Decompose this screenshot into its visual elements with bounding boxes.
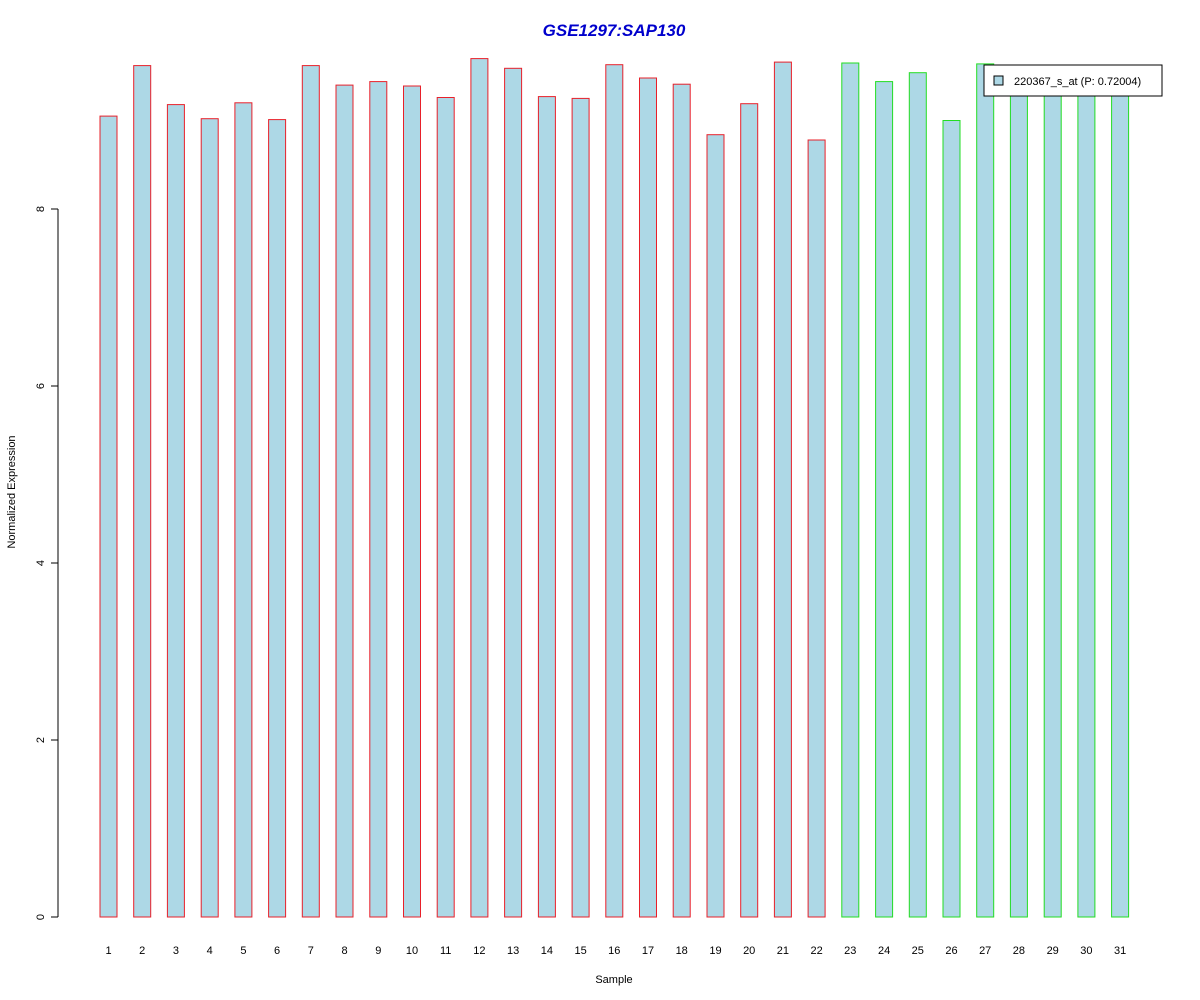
bar-sample-14 bbox=[537, 96, 556, 918]
x-tick-label: 20 bbox=[743, 945, 755, 957]
bar-sample-12 bbox=[470, 58, 489, 918]
x-tick-label: 2 bbox=[139, 945, 145, 957]
x-tick-label: 5 bbox=[240, 945, 246, 957]
bar-sample-29 bbox=[1043, 77, 1062, 918]
x-tick-label: 7 bbox=[308, 945, 314, 957]
x-tick-label: 13 bbox=[507, 945, 519, 957]
x-tick-label: 28 bbox=[1013, 945, 1025, 957]
bar-sample-3 bbox=[166, 104, 185, 918]
x-tick-label: 3 bbox=[173, 945, 179, 957]
bar-sample-6 bbox=[268, 119, 287, 918]
x-tick-label: 25 bbox=[912, 945, 924, 957]
legend-swatch bbox=[993, 75, 1004, 86]
bar-sample-19 bbox=[706, 134, 725, 918]
bar-sample-1 bbox=[99, 115, 118, 918]
bar-sample-26 bbox=[942, 120, 961, 918]
y-tick-label: 8 bbox=[35, 206, 47, 212]
x-tick-label: 8 bbox=[341, 945, 347, 957]
bars-group bbox=[99, 58, 1130, 918]
bar-sample-18 bbox=[672, 83, 691, 918]
bar-sample-30 bbox=[1077, 94, 1096, 918]
bar-sample-13 bbox=[504, 67, 523, 918]
x-tick-label: 24 bbox=[878, 945, 890, 957]
bar-sample-5 bbox=[234, 102, 253, 918]
x-tick-label: 22 bbox=[810, 945, 822, 957]
bar-sample-25 bbox=[908, 72, 927, 918]
x-tick-label: 10 bbox=[406, 945, 418, 957]
x-tick-label: 6 bbox=[274, 945, 280, 957]
x-tick-labels: 1 2 3 4 5 6 7 8 9 10 11 12 13 14 15 16 17 18 19 20 21 22 23 24 2… bbox=[105, 945, 1126, 957]
y-tick-label: 0 bbox=[35, 914, 47, 920]
x-tick-label: 12 bbox=[473, 945, 485, 957]
x-tick-label: 23 bbox=[844, 945, 856, 957]
x-tick-label: 19 bbox=[709, 945, 721, 957]
x-tick-label: 15 bbox=[574, 945, 586, 957]
bar-sample-22 bbox=[807, 139, 826, 918]
x-tick-label: 27 bbox=[979, 945, 991, 957]
bar-sample-8 bbox=[335, 84, 354, 918]
bar-sample-21 bbox=[773, 61, 792, 918]
bar-sample-28 bbox=[1009, 86, 1028, 918]
x-axis-label: Sample bbox=[595, 974, 632, 986]
bar-sample-16 bbox=[605, 64, 624, 918]
x-tick-label: 9 bbox=[375, 945, 381, 957]
y-tick-label: 4 bbox=[35, 560, 47, 566]
x-tick-label: 31 bbox=[1114, 945, 1126, 957]
chart-title: GSE1297:SAP130 bbox=[543, 21, 686, 40]
bar-sample-4 bbox=[200, 118, 219, 918]
bar-sample-20 bbox=[740, 103, 759, 918]
x-tick-label: 16 bbox=[608, 945, 620, 957]
y-tick-label: 6 bbox=[35, 383, 47, 389]
x-tick-label: 4 bbox=[207, 945, 213, 957]
y-axis: 0 2 4 6 8 bbox=[35, 206, 59, 920]
x-tick-label: 11 bbox=[440, 945, 451, 957]
x-tick-label: 14 bbox=[541, 945, 553, 957]
bar-sample-27 bbox=[976, 63, 995, 918]
x-tick-label: 1 bbox=[105, 945, 111, 957]
bar-sample-24 bbox=[875, 81, 894, 918]
legend: 220367_s_at (P: 0.72004) bbox=[983, 64, 1163, 97]
bar-sample-11 bbox=[436, 97, 455, 918]
legend-label: 220367_s_at (P: 0.72004) bbox=[1014, 76, 1141, 88]
x-tick-label: 30 bbox=[1080, 945, 1092, 957]
bar-sample-23 bbox=[841, 62, 860, 918]
y-tick-label: 2 bbox=[35, 737, 47, 743]
x-tick-label: 17 bbox=[642, 945, 654, 957]
bar-sample-31 bbox=[1111, 87, 1130, 918]
bar-sample-15 bbox=[571, 97, 590, 918]
x-tick-label: 18 bbox=[676, 945, 688, 957]
bar-sample-2 bbox=[133, 65, 152, 918]
x-tick-label: 26 bbox=[945, 945, 957, 957]
bar-sample-7 bbox=[301, 65, 320, 918]
y-axis-label: Normalized Expression bbox=[6, 435, 18, 548]
bar-sample-10 bbox=[403, 85, 421, 918]
legend-box bbox=[983, 64, 1163, 97]
bar-sample-17 bbox=[639, 77, 657, 918]
bar-sample-9 bbox=[369, 81, 388, 918]
x-tick-label: 21 bbox=[777, 945, 789, 957]
x-tick-label: 29 bbox=[1047, 945, 1059, 957]
